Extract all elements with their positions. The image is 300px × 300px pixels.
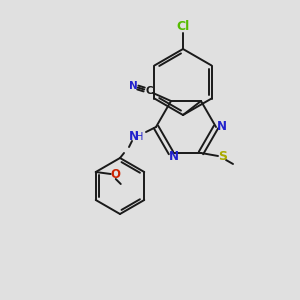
- Text: Cl: Cl: [176, 20, 190, 34]
- Text: N: N: [129, 130, 139, 143]
- Text: O: O: [111, 167, 121, 181]
- Text: N: N: [169, 151, 179, 164]
- Text: S: S: [218, 151, 227, 164]
- Text: H: H: [136, 132, 144, 142]
- Text: N: N: [129, 81, 137, 91]
- Text: N: N: [217, 119, 227, 133]
- Text: C: C: [145, 86, 153, 96]
